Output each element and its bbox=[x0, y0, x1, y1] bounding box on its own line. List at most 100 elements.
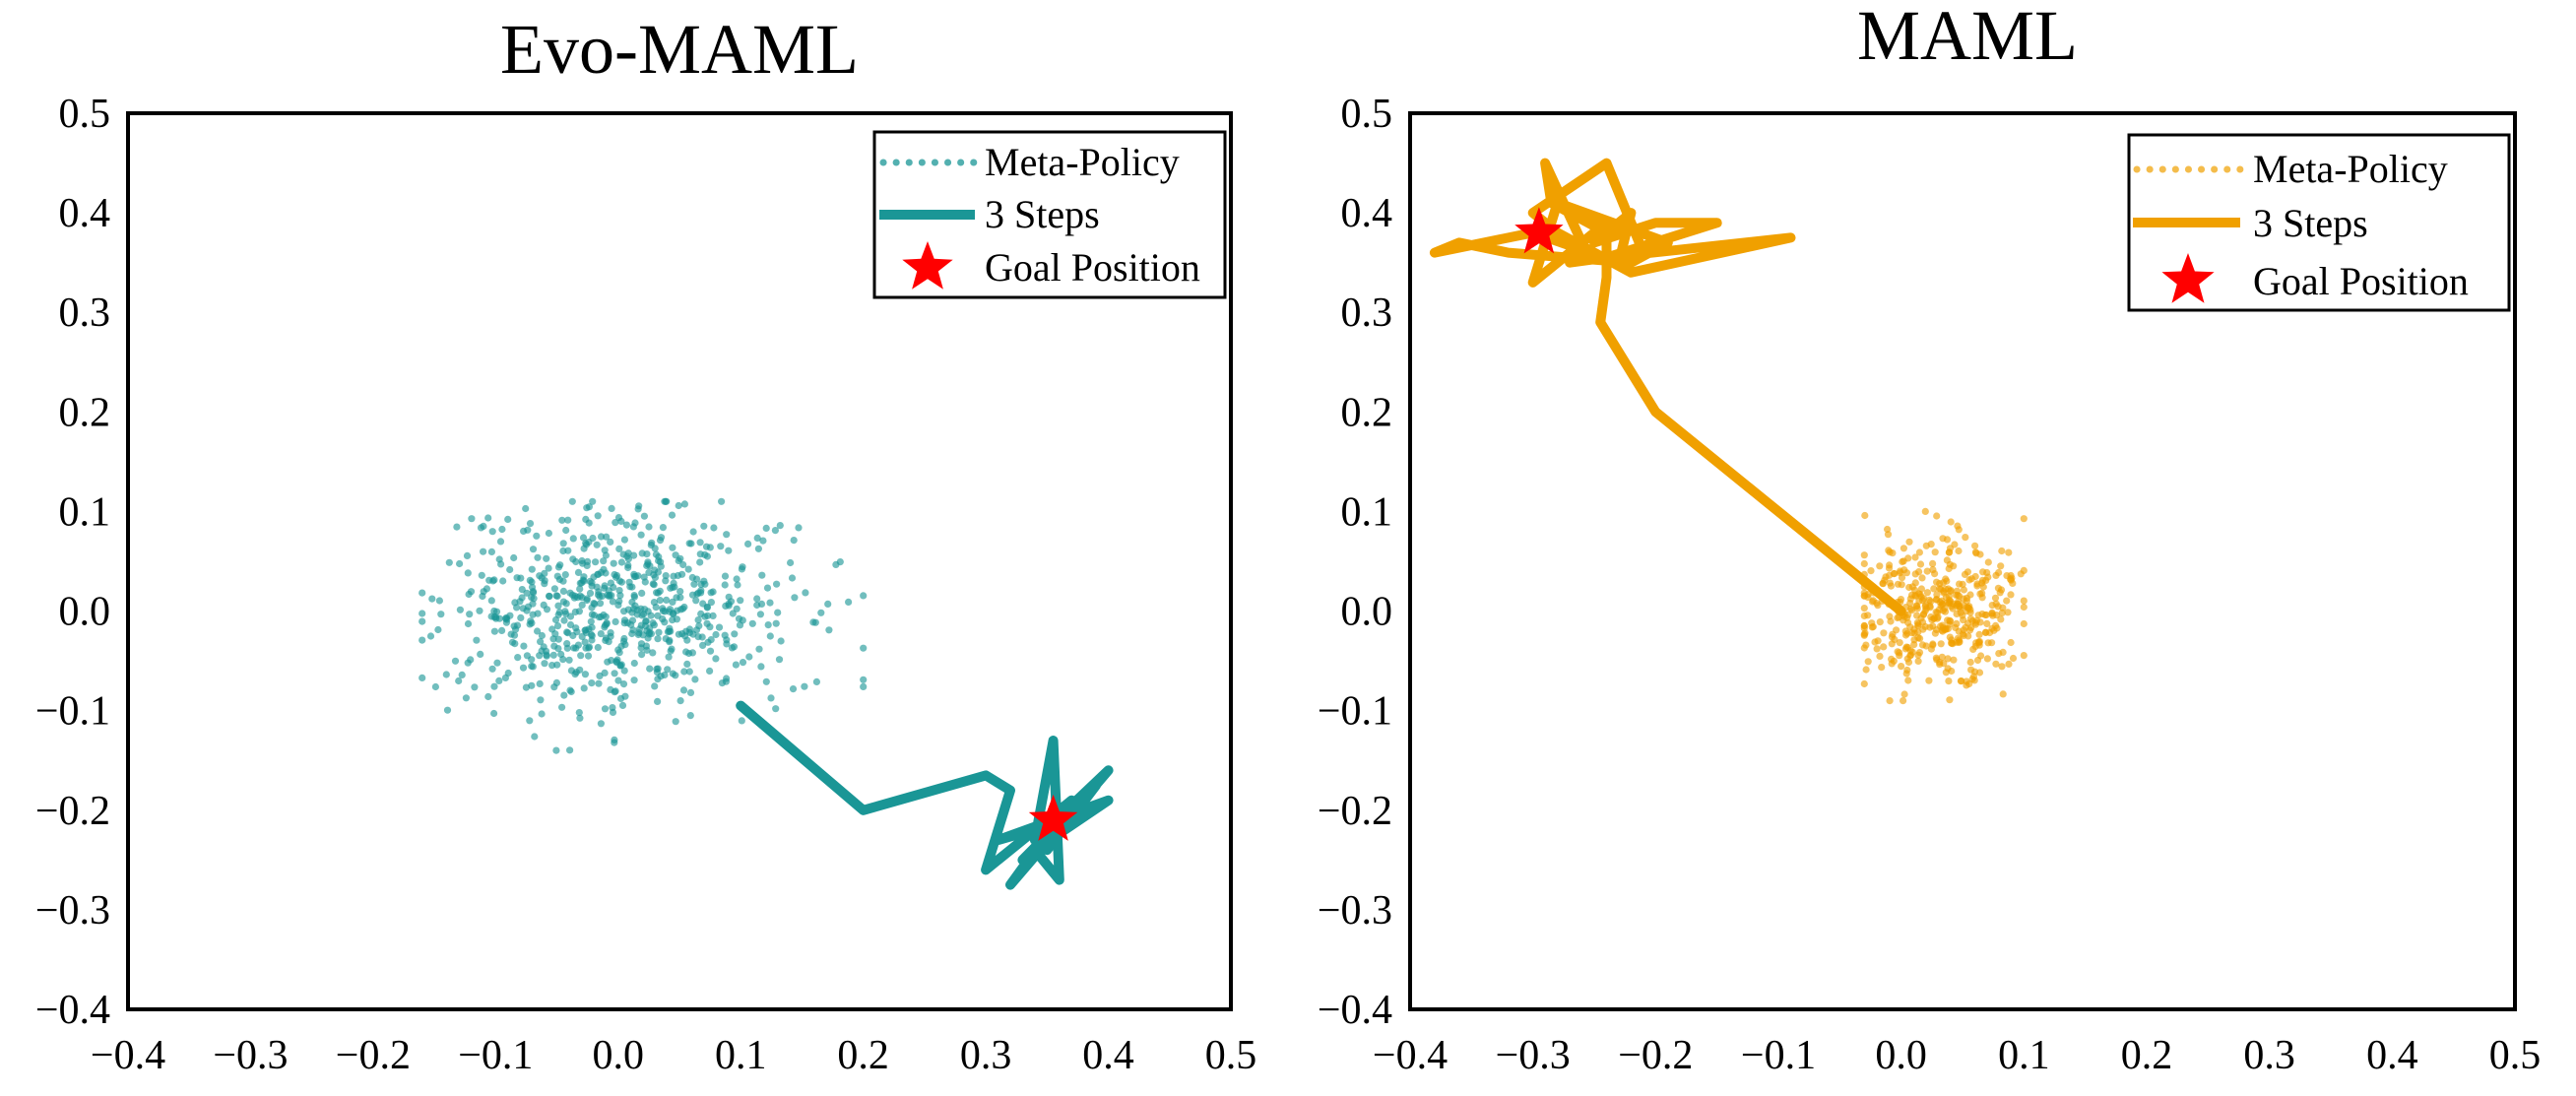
meta-policy-point bbox=[638, 651, 646, 659]
meta-policy-point bbox=[715, 623, 724, 631]
y-tick-label: 0.2 bbox=[59, 390, 111, 435]
plot-layer bbox=[1429, 158, 2028, 705]
meta-policy-point bbox=[700, 522, 708, 530]
meta-policy-point bbox=[1939, 607, 1947, 614]
meta-policy-point bbox=[2020, 597, 2028, 605]
meta-policy-point bbox=[1981, 611, 1989, 619]
meta-policy-point bbox=[588, 604, 596, 612]
meta-policy-point bbox=[478, 571, 485, 579]
meta-policy-point bbox=[587, 617, 595, 625]
y-tick-label: 0.3 bbox=[1341, 290, 1393, 336]
meta-policy-point bbox=[456, 559, 464, 568]
meta-policy-point bbox=[585, 519, 593, 527]
meta-policy-point bbox=[1971, 542, 1979, 549]
meta-policy-point bbox=[1903, 643, 1912, 652]
meta-policy-point bbox=[571, 608, 579, 616]
meta-policy-point bbox=[617, 517, 625, 526]
meta-policy-point bbox=[575, 709, 583, 717]
meta-policy-point bbox=[736, 621, 744, 629]
meta-policy-point bbox=[1925, 677, 1933, 684]
meta-policy-point bbox=[1921, 507, 1929, 516]
meta-policy-point bbox=[558, 703, 566, 711]
meta-policy-point bbox=[559, 540, 567, 548]
meta-policy-point bbox=[609, 598, 617, 606]
meta-policy-point bbox=[1957, 677, 1964, 685]
meta-policy-point bbox=[529, 663, 537, 671]
meta-policy-point bbox=[582, 540, 590, 548]
plot-layer bbox=[419, 497, 1114, 890]
meta-policy-point bbox=[554, 645, 562, 653]
meta-policy-point bbox=[616, 694, 625, 703]
meta-policy-point bbox=[612, 571, 621, 580]
y-tick-label: −0.2 bbox=[1318, 789, 1392, 834]
meta-policy-point bbox=[706, 667, 714, 676]
meta-policy-point bbox=[608, 592, 615, 600]
meta-policy-point bbox=[605, 638, 612, 646]
meta-policy-point bbox=[680, 500, 689, 508]
meta-policy-point bbox=[644, 560, 652, 568]
legend-label-3-steps: 3 Steps bbox=[2253, 201, 2368, 245]
meta-policy-point bbox=[1963, 604, 1971, 612]
meta-policy-point bbox=[727, 598, 736, 606]
meta-policy-point bbox=[419, 674, 426, 682]
meta-policy-point bbox=[431, 682, 439, 691]
meta-policy-point bbox=[1886, 612, 1894, 620]
meta-policy-point bbox=[1900, 697, 1907, 705]
meta-policy-point bbox=[1965, 626, 1974, 634]
meta-policy-point bbox=[542, 647, 550, 655]
meta-policy-point bbox=[735, 614, 743, 622]
meta-policy-point bbox=[589, 534, 597, 543]
meta-policy-point bbox=[689, 630, 697, 638]
meta-policy-point bbox=[1874, 602, 1882, 610]
meta-policy-point bbox=[558, 516, 566, 524]
meta-policy-point bbox=[1943, 577, 1951, 585]
meta-policy-point bbox=[1876, 652, 1884, 661]
meta-policy-point bbox=[1976, 550, 1984, 558]
meta-policy-point bbox=[1950, 656, 1958, 664]
meta-policy-point bbox=[563, 628, 571, 636]
legend-label-goal-position: Goal Position bbox=[985, 245, 1200, 290]
meta-policy-point bbox=[676, 697, 684, 705]
meta-policy-point bbox=[1914, 620, 1922, 628]
meta-policy-point bbox=[1937, 640, 1945, 648]
y-tick-label: −0.3 bbox=[35, 888, 110, 934]
meta-policy-point bbox=[1929, 559, 1937, 568]
meta-policy-point bbox=[597, 568, 606, 577]
meta-policy-point bbox=[611, 688, 618, 696]
meta-policy-point bbox=[661, 671, 669, 679]
meta-policy-point bbox=[791, 594, 799, 602]
meta-policy-point bbox=[616, 662, 624, 670]
legend-swatch-goal-star bbox=[2161, 253, 2215, 303]
meta-policy-point bbox=[576, 585, 584, 593]
meta-policy-point bbox=[656, 597, 664, 605]
meta-policy-point bbox=[550, 683, 558, 691]
legend-swatch-goal-star bbox=[902, 241, 953, 290]
meta-policy-point bbox=[1908, 648, 1916, 656]
meta-policy-point bbox=[574, 641, 583, 649]
meta-policy-point bbox=[550, 585, 559, 593]
meta-policy-point bbox=[642, 617, 650, 625]
meta-policy-point bbox=[537, 638, 545, 646]
meta-policy-point bbox=[1888, 655, 1896, 664]
meta-policy-point bbox=[689, 528, 697, 536]
meta-policy-point bbox=[635, 625, 644, 633]
meta-policy-point bbox=[734, 581, 741, 589]
meta-policy-point bbox=[569, 535, 577, 543]
meta-policy-point bbox=[529, 546, 538, 553]
meta-policy-point bbox=[502, 618, 510, 626]
meta-policy-point bbox=[1923, 589, 1931, 597]
meta-policy-point bbox=[1904, 658, 1913, 667]
meta-policy-point bbox=[685, 540, 693, 548]
y-tick-label: −0.2 bbox=[35, 789, 110, 834]
meta-policy-point bbox=[451, 657, 460, 665]
meta-policy-point bbox=[588, 579, 596, 587]
meta-policy-point bbox=[667, 627, 675, 635]
meta-policy-point bbox=[654, 665, 662, 673]
meta-policy-point bbox=[625, 578, 633, 586]
meta-policy-point bbox=[600, 557, 608, 565]
meta-policy-point bbox=[637, 644, 645, 652]
meta-policy-point bbox=[661, 618, 669, 626]
meta-policy-point bbox=[659, 607, 668, 615]
meta-policy-point bbox=[1905, 538, 1913, 546]
meta-policy-point bbox=[1878, 664, 1886, 672]
